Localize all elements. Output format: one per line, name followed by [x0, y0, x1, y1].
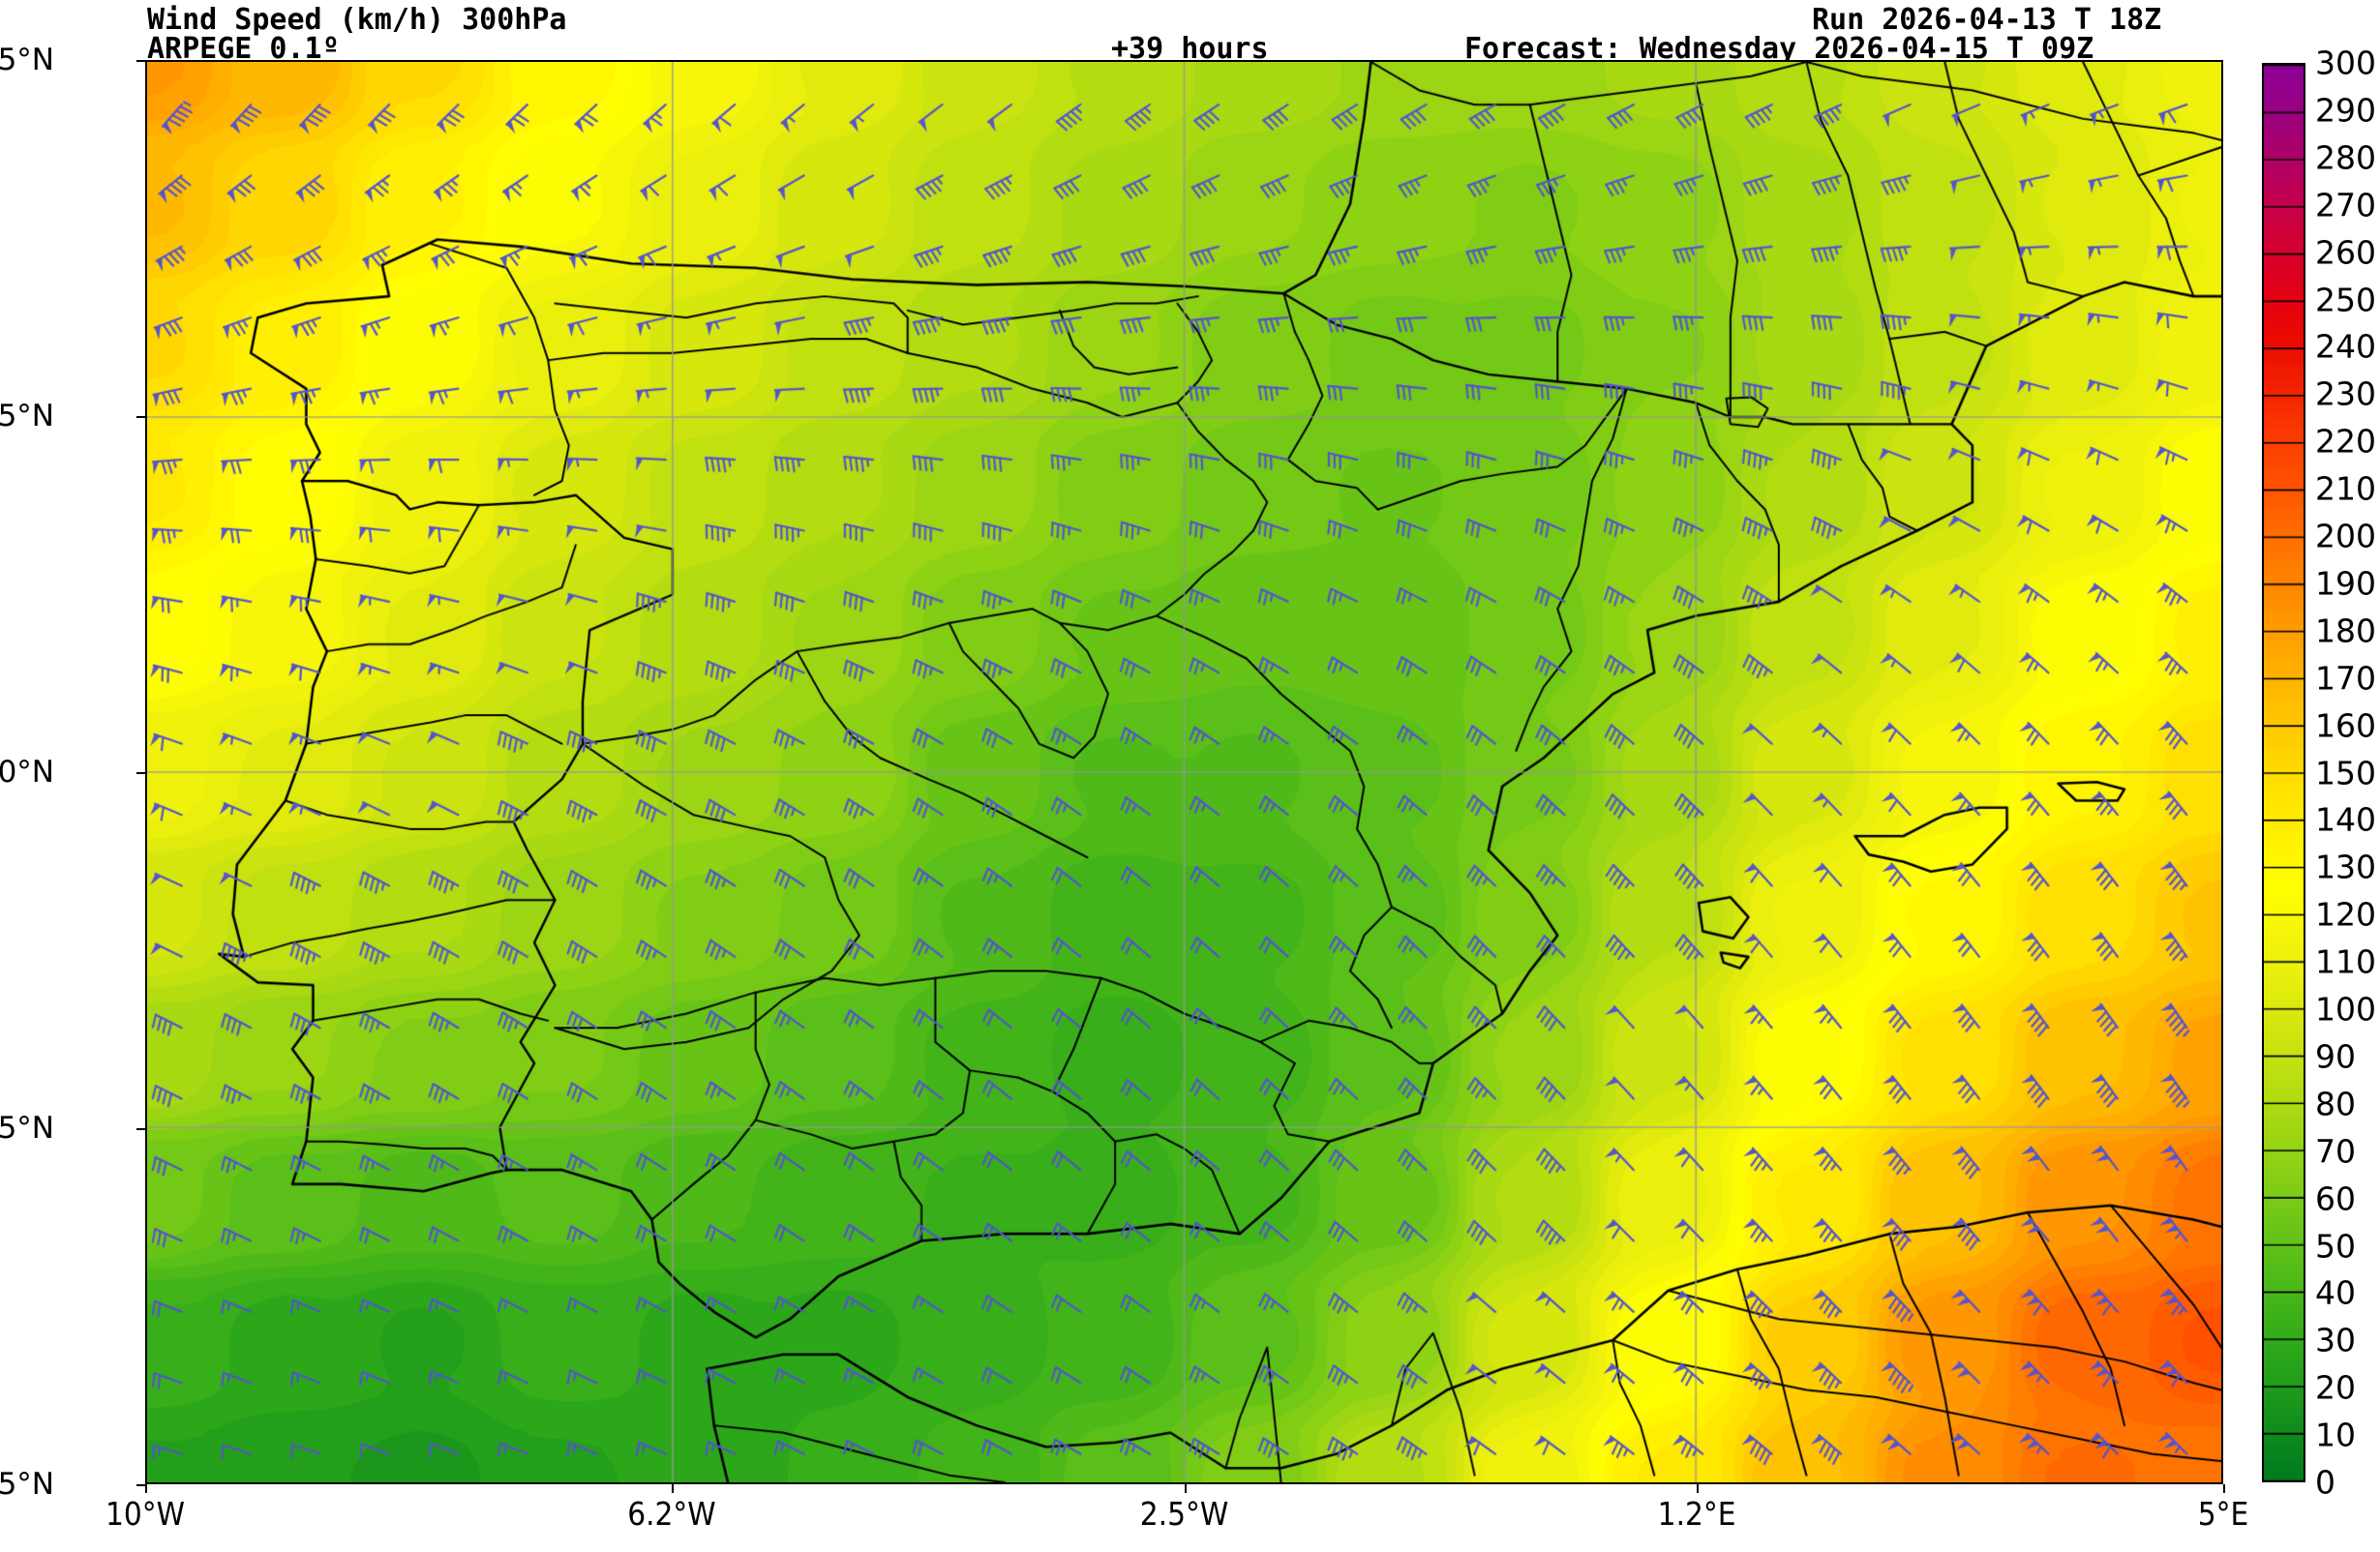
colorbar-tick-label: 270 [2315, 186, 2376, 224]
colorbar-tick-label: 140 [2315, 800, 2376, 839]
colorbar-tick-label: 170 [2315, 659, 2376, 698]
weather-map-panel[interactable] [145, 60, 2223, 1484]
x-axis-tick-label: 5°E [2197, 1495, 2249, 1533]
x-axis-tick-mark [671, 1484, 674, 1493]
y-axis-tick-label: 45°N [0, 43, 54, 77]
colorbar-tick-label: 40 [2315, 1273, 2356, 1312]
colorbar-tick-label: 120 [2315, 895, 2376, 934]
y-axis-tick-mark [136, 1484, 145, 1486]
colorbar-tick-label: 20 [2315, 1368, 2356, 1407]
map-header: Wind Speed (km/h) 300hPa ARPEGE 0.1º +39… [0, 0, 2380, 66]
colorbar-tick-label: 220 [2315, 422, 2376, 461]
colorbar-tick-label: 300 [2315, 44, 2376, 82]
x-axis-tick-mark [1697, 1484, 1700, 1493]
x-axis-tick-label: 6.2°W [627, 1495, 716, 1533]
wind-speed-heatmap[interactable] [147, 62, 2221, 1482]
colorbar-tick-label: 60 [2315, 1179, 2356, 1218]
x-axis-tick-mark [2223, 1484, 2225, 1493]
colorbar-tick-label: 240 [2315, 327, 2376, 366]
colorbar-tick-label: 10 [2315, 1416, 2356, 1454]
colorbar-tick-label: 100 [2315, 990, 2376, 1029]
colorbar-tick-label: 250 [2315, 281, 2376, 318]
colorbar-tick-label: 290 [2315, 91, 2376, 130]
x-axis-tick-mark [145, 1484, 147, 1493]
colorbar-tick-label: 190 [2315, 564, 2376, 603]
colorbar-tick-label: 210 [2315, 469, 2376, 508]
x-axis-tick-label: 10°W [105, 1495, 185, 1533]
y-axis-tick-label: 37.5°N [0, 1111, 54, 1146]
header-title: Wind Speed (km/h) 300hPa [147, 3, 567, 37]
x-axis-tick-mark [1184, 1484, 1187, 1493]
colorbar-tick-label: 80 [2315, 1085, 2356, 1123]
colorbar-tick-label: 280 [2315, 138, 2376, 177]
y-axis-tick-mark [136, 60, 145, 62]
x-axis-tick-label: 1.2°E [1657, 1495, 1736, 1533]
y-axis-tick-label: 35°N [0, 1467, 54, 1502]
colorbar-tick-label: 150 [2315, 754, 2376, 791]
y-axis-tick-mark [136, 1128, 145, 1130]
colorbar-tick-label: 260 [2315, 233, 2376, 272]
x-axis-tick-label: 2.5°W [1139, 1495, 1229, 1533]
colorbar-tick-label: 0 [2315, 1463, 2335, 1502]
colorbar-tick-label: 90 [2315, 1037, 2356, 1076]
colorbar-tick-label: 110 [2315, 942, 2376, 981]
colorbar-gradient [2262, 63, 2305, 1482]
colorbar-tick-label: 50 [2315, 1227, 2356, 1265]
y-axis-tick-label: 40°N [0, 755, 54, 790]
colorbar-tick-label: 70 [2315, 1132, 2356, 1171]
colorbar-tick-label: 200 [2315, 517, 2376, 555]
y-axis-tick-mark [136, 416, 145, 418]
colorbar-tick-label: 130 [2315, 848, 2376, 886]
header-run-time: Run 2026-04-13 T 18Z [1812, 3, 2162, 37]
colorbar-tick-label: 160 [2315, 706, 2376, 745]
colorbar-tick-label: 230 [2315, 374, 2376, 413]
colorbar [2262, 63, 2305, 1482]
y-axis-tick-mark [136, 772, 145, 774]
colorbar-tick-label: 30 [2315, 1321, 2356, 1359]
y-axis-tick-label: 42.5°N [0, 399, 54, 433]
colorbar-tick-label: 180 [2315, 612, 2376, 650]
